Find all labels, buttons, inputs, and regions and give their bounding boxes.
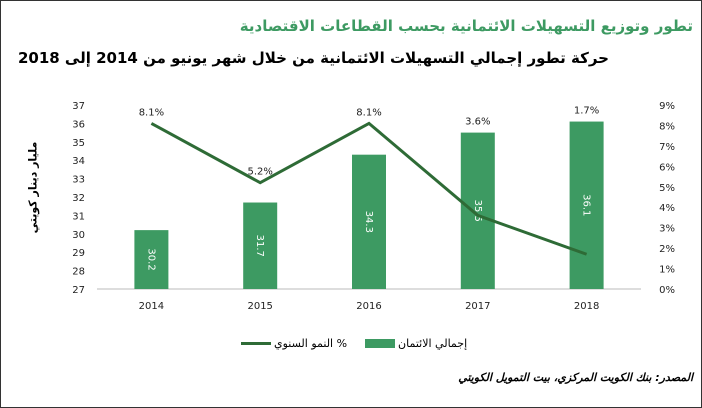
y2-tick-label: 7% — [659, 142, 675, 153]
y-tick-label: 37 — [72, 101, 85, 112]
bar — [569, 121, 604, 289]
y-tick-label: 31 — [72, 211, 85, 222]
bar — [134, 230, 169, 289]
y-tick-label: 30 — [72, 230, 85, 241]
y2-tick-label: 0% — [659, 285, 675, 296]
y-tick-label: 33 — [72, 175, 85, 186]
y-tick-label: 35 — [72, 138, 85, 149]
y-tick-label: 36 — [72, 119, 85, 130]
y2-tick-label: 2% — [659, 244, 675, 255]
bar — [460, 132, 495, 289]
growth-line — [150, 121, 588, 256]
y-tick-label: 34 — [72, 156, 85, 167]
legend-item-credit: إجمالي الائتمان — [365, 337, 467, 350]
line-data-label: 3.6% — [465, 117, 490, 128]
x-tick-label: 2016 — [356, 301, 381, 312]
x-tick-label: 2018 — [574, 301, 599, 312]
legend-label: إجمالي الائتمان — [398, 337, 468, 350]
legend-label: % النمو السنوي — [274, 337, 348, 350]
legend: إجمالي الائتمان % النمو السنوي — [241, 337, 467, 350]
y2-tick-label: 5% — [659, 183, 675, 194]
legend-item-growth: % النمو السنوي — [241, 337, 347, 350]
y2-tick-label: 3% — [659, 224, 675, 235]
bar-data-label: 31.7 — [254, 235, 265, 257]
x-tick-label: 2017 — [465, 301, 490, 312]
y2-tick-label: 8% — [659, 121, 675, 132]
bar-data-label: 34.3 — [363, 211, 374, 233]
x-tick-label: 2015 — [247, 301, 272, 312]
line-data-label: 1.7% — [574, 106, 599, 117]
y2-tick-label: 9% — [659, 101, 675, 112]
y2-tick-label: 1% — [659, 265, 675, 276]
bar — [352, 154, 386, 289]
line-data-label: 8.1% — [356, 107, 381, 118]
line-data-label: 5.2% — [247, 167, 272, 178]
x-tick-label: 2014 — [139, 301, 164, 312]
section-title: تطور وتوزيع التسهيلات الائتمانية بحسب ال… — [239, 17, 693, 35]
y2-tick-label: 6% — [659, 162, 675, 173]
y2-tick-label: 4% — [659, 203, 675, 214]
y-tick-label: 27 — [72, 285, 85, 296]
chart-title: حركة تطور إجمالي التسهيلات الائتمانية من… — [17, 49, 609, 67]
bar-data-label: 35.5 — [472, 200, 483, 222]
bar-data-label: 36.1 — [581, 194, 592, 216]
legend-swatch-line — [241, 342, 271, 345]
plot-area: 27 28 29 30 31 32 33 34 35 36 37 0% 1% 2% 3% 4% 5% 6% 7% 8%… — [72, 101, 675, 312]
y-tick-label: 32 — [72, 193, 85, 204]
source-note: المصدر: بنك الكويت المركزي، بيت التمويل … — [458, 371, 693, 384]
bar-data-label: 30.2 — [145, 248, 156, 270]
legend-swatch-bar — [365, 339, 396, 348]
y-tick-label: 29 — [72, 248, 85, 259]
y-tick-label: 28 — [72, 267, 85, 278]
bar — [243, 202, 278, 289]
line-data-label: 8.1% — [139, 107, 164, 118]
